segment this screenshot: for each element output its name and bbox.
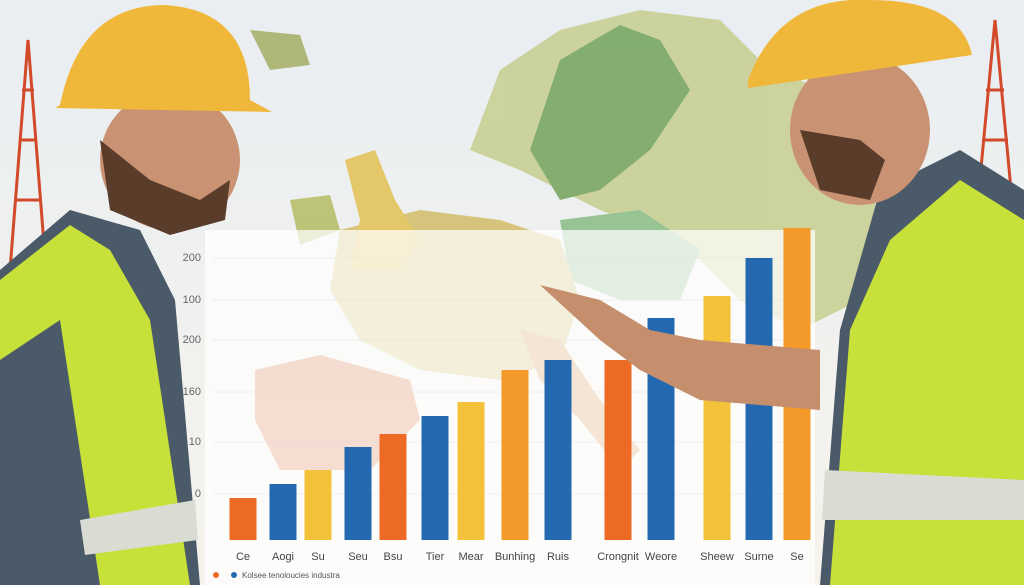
x-tick-label: Seu [348,551,368,563]
bar [501,370,529,540]
bar [379,434,407,540]
bar [544,360,572,540]
y-tick-label: 200 [183,334,201,346]
y-tick-label: 10 [189,436,201,448]
x-tick-label: Weore [645,551,677,563]
x-tick-label: Crongnit [597,551,639,563]
worker-right [540,0,1024,585]
bar [344,447,372,540]
legend-dot [213,572,219,578]
y-tick-label: 200 [183,252,201,264]
x-tick-label: Ce [236,551,250,563]
x-tick-label: Bunhing [495,551,535,563]
x-tick-label: Bsu [384,551,403,563]
y-tick-label: 100 [183,294,201,306]
x-tick-label: Mear [458,551,483,563]
bar [421,416,449,540]
y-tick-label: 160 [183,386,201,398]
x-tick-label: Sheew [700,551,734,563]
x-tick-label: Su [311,551,324,563]
bar [703,296,731,540]
x-tick-label: Aogi [272,551,294,563]
tower-right [976,19,1014,201]
bar [304,470,332,540]
bar [457,402,485,540]
x-tick-label: Ruis [547,551,570,563]
x-tick-label: Se [790,551,803,563]
y-tick-label: 0 [195,488,201,500]
tower-left [8,39,48,271]
worker-left [0,5,272,585]
bar [229,498,257,540]
x-tick-label: Tier [426,551,445,563]
legend-label: Kolsee tenoloucies industra [242,571,340,580]
x-tick-label: Surne [744,551,773,563]
legend-dot [231,572,237,578]
bar [269,484,297,540]
bar [604,360,632,540]
